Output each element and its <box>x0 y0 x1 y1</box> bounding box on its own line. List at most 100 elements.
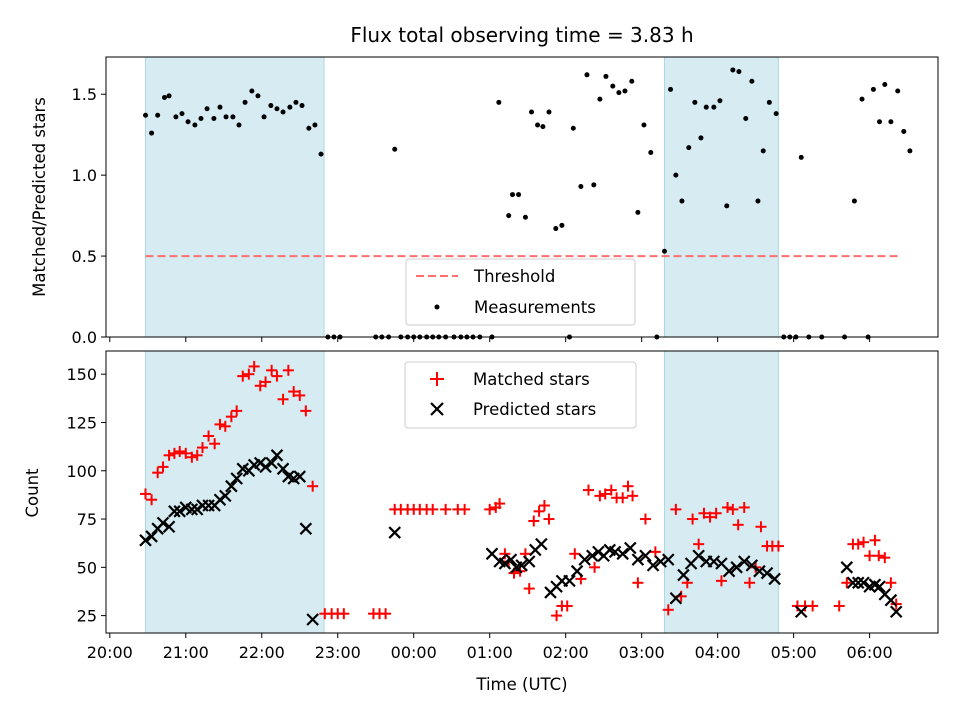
measurement-point <box>535 122 541 128</box>
measurement-point <box>162 94 168 100</box>
matched-star-point <box>338 608 350 620</box>
predicted-star-point <box>654 555 667 568</box>
bottom-y-tick-label: 25 <box>77 607 97 626</box>
matched-star-point <box>203 430 215 442</box>
matched-star-point <box>427 503 439 515</box>
matched-star-point <box>288 386 300 398</box>
matched-star-point <box>704 511 716 523</box>
top-y-tick-label: 1.5 <box>72 85 97 104</box>
matched-star-point <box>738 501 750 513</box>
matched-star-point <box>632 577 644 589</box>
measurement-point <box>760 148 766 154</box>
matched-star-point <box>294 389 306 401</box>
measurement-point <box>516 192 522 198</box>
predicted-star-point <box>677 568 690 582</box>
measurement-point <box>679 198 685 204</box>
matched-star-point <box>209 438 221 450</box>
measurement-point <box>635 209 641 215</box>
x-tick-label: 23:00 <box>315 643 361 662</box>
measurement-point <box>553 226 559 232</box>
measurement-point <box>173 114 179 120</box>
measurement-point <box>717 98 723 104</box>
bottom-shaded-span <box>145 350 325 634</box>
predicted-star-point <box>145 530 158 543</box>
matched-star-point <box>639 513 651 525</box>
matched-star-point <box>174 445 186 457</box>
x-tick-label: 04:00 <box>695 643 741 662</box>
measurement-point <box>661 248 667 254</box>
predicted-star-point <box>889 605 903 619</box>
predicted-star-point <box>730 561 743 574</box>
predicted-star-point <box>230 472 243 485</box>
matched-star-point <box>589 561 601 573</box>
matched-star-point <box>266 364 278 376</box>
measurement-point <box>166 93 172 99</box>
predicted-star-point <box>840 561 854 574</box>
x-tick-label: 00:00 <box>391 643 437 662</box>
matched-star-point <box>569 548 581 560</box>
bottom-legend-matched-label: Matched stars <box>473 370 590 389</box>
bottom-shaded-span <box>663 350 779 634</box>
measurement-point <box>798 154 804 160</box>
predicted-star-point <box>737 555 751 568</box>
matched-star-point <box>494 498 506 510</box>
measurement-point <box>766 99 772 105</box>
matched-star-point <box>617 492 629 504</box>
predicted-star-point <box>276 462 290 476</box>
measurement-point <box>287 104 293 110</box>
bottom-legend: Matched stars Predicted stars <box>404 361 637 429</box>
measurement-point <box>540 124 546 130</box>
measurement-point <box>703 104 709 110</box>
x-axis-label: Time (UTC) <box>475 675 567 694</box>
predicted-star-point <box>873 580 886 593</box>
matched-star-point <box>693 538 705 550</box>
measurement-point <box>506 213 512 219</box>
x-tick-label: 02:00 <box>543 643 589 662</box>
measurement-point <box>622 88 628 94</box>
predicted-star-point <box>570 564 584 578</box>
measurement-point <box>736 69 742 75</box>
matched-star-point <box>440 503 452 515</box>
predicted-star-point <box>225 479 238 493</box>
measurement-point <box>293 99 299 105</box>
predicted-star-point <box>646 559 660 572</box>
matched-star-point <box>543 513 555 525</box>
matched-star-point <box>727 503 739 515</box>
matched-star-point <box>807 600 819 612</box>
matched-star-point <box>622 480 634 492</box>
matched-star-point <box>582 484 594 496</box>
matched-star-point <box>225 411 237 423</box>
measurement-point <box>274 106 280 112</box>
predicted-star-point <box>722 564 736 578</box>
matched-star-point <box>649 546 661 558</box>
predicted-star-point <box>851 576 865 590</box>
predicted-star-point <box>535 537 548 551</box>
matched-star-point <box>168 447 180 459</box>
predicted-star-point <box>270 449 284 462</box>
measurement-point <box>591 182 597 188</box>
bottom-y-tick-label: 125 <box>66 413 97 432</box>
matched-star-point <box>528 515 540 527</box>
predicted-star-point <box>707 555 721 568</box>
predicted-star-point <box>162 520 176 534</box>
bottom-legend-matched-swatch <box>430 372 444 386</box>
measurement-point <box>859 96 865 102</box>
bottom-x-ticks: 20:00 21:00 22:00 23:00 00:00 01:00 02:00 03:00… <box>87 633 893 662</box>
matched-star-point <box>869 534 881 546</box>
measurement-point <box>185 119 191 125</box>
measurement-point <box>306 125 312 131</box>
measurement-point <box>882 82 888 88</box>
measurement-point <box>392 146 398 152</box>
measurement-point <box>149 130 155 136</box>
matched-star-point <box>538 500 550 512</box>
measurement-point <box>692 99 698 105</box>
predicted-star-point <box>173 505 186 518</box>
predicted-star-point <box>504 553 518 566</box>
measurement-point <box>192 122 198 128</box>
x-tick-label: 20:00 <box>87 643 133 662</box>
matched-star-point <box>271 370 283 382</box>
top-y-tick-label: 1.0 <box>72 166 97 185</box>
matched-star-point <box>715 575 727 587</box>
measurement-point <box>888 119 894 125</box>
